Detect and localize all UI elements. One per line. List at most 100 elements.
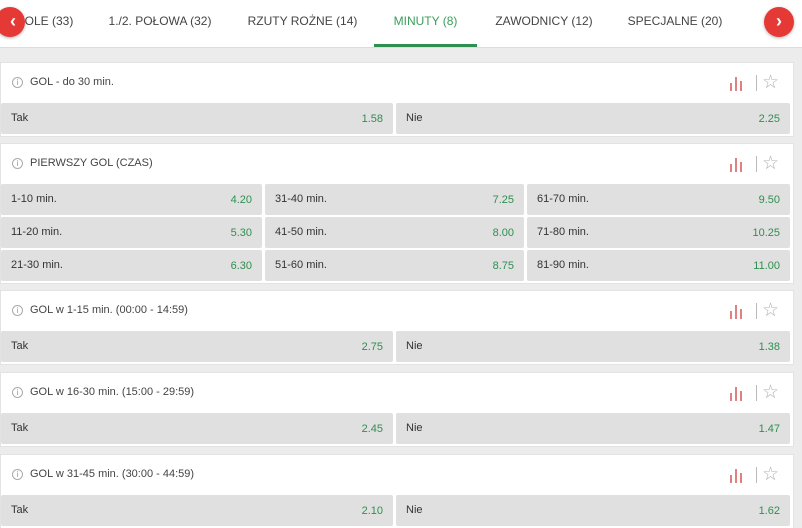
odd-button[interactable]: 41-50 min. 8.00 bbox=[265, 217, 524, 248]
odd-button[interactable]: Tak 2.10 bbox=[1, 495, 393, 526]
odd-button[interactable]: 61-70 min. 9.50 bbox=[527, 184, 790, 215]
market-header: i GOL w 16-30 min. (15:00 - 29:59) ☆ bbox=[1, 373, 793, 413]
tab-minutes[interactable]: MINUTY (8) bbox=[374, 0, 477, 47]
odd-value: 7.25 bbox=[492, 194, 514, 206]
odds-row: 21-30 min. 6.30 51-60 min. 8.75 81-90 mi… bbox=[1, 250, 793, 281]
odd-button[interactable]: Nie 1.38 bbox=[396, 331, 790, 362]
odd-label: Nie bbox=[406, 112, 423, 124]
info-icon[interactable]: i bbox=[12, 469, 23, 480]
market-goal-to-30: i GOL - do 30 min. ☆ Tak 1.58 Nie 2.25 bbox=[0, 62, 794, 137]
market-goal-1-15: i GOL w 1-15 min. (00:00 - 14:59) ☆ Tak … bbox=[0, 290, 794, 365]
star-icon[interactable]: ☆ bbox=[761, 381, 779, 403]
odd-value: 9.50 bbox=[758, 194, 780, 206]
odd-label: 11-20 min. bbox=[11, 226, 63, 238]
odd-value: 1.58 bbox=[361, 113, 383, 125]
market-header: i PIERWSZY GOL (CZAS) ☆ bbox=[1, 144, 793, 184]
tab-corners[interactable]: RZUTY ROŻNE (14) bbox=[247, 14, 358, 28]
odds-row: Tak 1.58 Nie 2.25 bbox=[1, 103, 793, 134]
odd-label: Tak bbox=[11, 340, 29, 352]
odd-value: 8.75 bbox=[492, 260, 514, 272]
info-icon[interactable]: i bbox=[12, 77, 23, 88]
info-icon[interactable]: i bbox=[12, 158, 23, 169]
market-title: GOL w 16-30 min. (15:00 - 29:59) bbox=[30, 386, 195, 398]
header-divider bbox=[756, 385, 757, 401]
market-header: i GOL - do 30 min. ☆ bbox=[1, 63, 793, 103]
market-title: GOL w 1-15 min. (00:00 - 14:59) bbox=[30, 304, 188, 316]
odd-button[interactable]: 1-10 min. 4.20 bbox=[1, 184, 262, 215]
market-title: GOL - do 30 min. bbox=[30, 76, 114, 88]
chevron-left-icon: ‹ bbox=[10, 11, 16, 31]
tab-specials[interactable]: SPECJALNE (20) bbox=[627, 14, 723, 28]
odd-value: 8.00 bbox=[492, 227, 514, 239]
header-divider bbox=[756, 75, 757, 91]
tabs-next-button[interactable]: › bbox=[764, 7, 794, 37]
odd-button[interactable]: Nie 1.47 bbox=[396, 413, 790, 444]
odds-row: Tak 2.45 Nie 1.47 bbox=[1, 413, 793, 444]
odds-row: Tak 2.75 Nie 1.38 bbox=[1, 331, 793, 362]
stats-icon[interactable] bbox=[729, 467, 745, 483]
odd-value: 1.47 bbox=[758, 423, 780, 435]
odd-value: 11.00 bbox=[753, 260, 780, 272]
stats-icon[interactable] bbox=[729, 385, 745, 401]
odd-value: 2.75 bbox=[361, 341, 383, 353]
odd-value: 5.30 bbox=[230, 227, 252, 239]
odd-button[interactable]: Tak 1.58 bbox=[1, 103, 393, 134]
odd-label: 71-80 min. bbox=[537, 226, 589, 238]
header-divider bbox=[756, 467, 757, 483]
odds-row: Tak 2.10 Nie 1.62 bbox=[1, 495, 793, 526]
odd-label: 41-50 min. bbox=[275, 226, 327, 238]
odd-label: 51-60 min. bbox=[275, 259, 327, 271]
market-goal-31-45: i GOL w 31-45 min. (30:00 - 44:59) ☆ Tak… bbox=[0, 454, 794, 528]
info-icon[interactable]: i bbox=[12, 387, 23, 398]
odd-button[interactable]: Nie 1.62 bbox=[396, 495, 790, 526]
market-title: GOL w 31-45 min. (30:00 - 44:59) bbox=[30, 468, 195, 480]
odd-label: Nie bbox=[406, 422, 423, 434]
odd-button[interactable]: 71-80 min. 10.25 bbox=[527, 217, 790, 248]
market-header: i GOL w 31-45 min. (30:00 - 44:59) ☆ bbox=[1, 455, 793, 495]
odd-label: Tak bbox=[11, 112, 29, 124]
header-divider bbox=[756, 303, 757, 319]
odd-value: 2.45 bbox=[361, 423, 383, 435]
odd-value: 1.62 bbox=[758, 505, 780, 517]
stats-icon[interactable] bbox=[729, 303, 745, 319]
tab-halves[interactable]: 1./2. POŁOWA (32) bbox=[108, 14, 212, 28]
odd-button[interactable]: Nie 2.25 bbox=[396, 103, 790, 134]
header-divider bbox=[756, 156, 757, 172]
star-icon[interactable]: ☆ bbox=[761, 299, 779, 321]
market-goal-16-30: i GOL w 16-30 min. (15:00 - 29:59) ☆ Tak… bbox=[0, 372, 794, 447]
tab-all[interactable]: OLE (33) bbox=[24, 14, 74, 28]
market-tabs-bar: OLE (33) 1./2. POŁOWA (32) RZUTY ROŻNE (… bbox=[0, 0, 802, 48]
odd-label: Tak bbox=[11, 422, 29, 434]
tab-players[interactable]: ZAWODNICY (12) bbox=[495, 14, 593, 28]
odd-value: 2.25 bbox=[758, 113, 780, 125]
stats-icon[interactable] bbox=[729, 156, 745, 172]
market-title: PIERWSZY GOL (CZAS) bbox=[30, 157, 153, 169]
star-icon[interactable]: ☆ bbox=[761, 71, 779, 93]
odd-button[interactable]: 51-60 min. 8.75 bbox=[265, 250, 524, 281]
odd-button[interactable]: 31-40 min. 7.25 bbox=[265, 184, 524, 215]
odd-label: 21-30 min. bbox=[11, 259, 63, 271]
odd-button[interactable]: 11-20 min. 5.30 bbox=[1, 217, 262, 248]
odds-row: 11-20 min. 5.30 41-50 min. 8.00 71-80 mi… bbox=[1, 217, 793, 248]
odd-button[interactable]: 21-30 min. 6.30 bbox=[1, 250, 262, 281]
odd-label: 31-40 min. bbox=[275, 193, 327, 205]
odd-value: 1.38 bbox=[758, 341, 780, 353]
odd-button[interactable]: Tak 2.75 bbox=[1, 331, 393, 362]
odd-label: Tak bbox=[11, 504, 29, 516]
odd-label: Nie bbox=[406, 504, 423, 516]
stats-icon[interactable] bbox=[729, 75, 745, 91]
market-first-goal-time: i PIERWSZY GOL (CZAS) ☆ 1-10 min. 4.20 3… bbox=[0, 143, 794, 284]
tabs-prev-button[interactable]: ‹ bbox=[0, 7, 25, 37]
star-icon[interactable]: ☆ bbox=[761, 152, 779, 174]
odd-label: Nie bbox=[406, 340, 423, 352]
odd-value: 6.30 bbox=[230, 260, 252, 272]
odd-label: 1-10 min. bbox=[11, 193, 57, 205]
star-icon[interactable]: ☆ bbox=[761, 463, 779, 485]
odd-value: 2.10 bbox=[361, 505, 383, 517]
odd-label: 61-70 min. bbox=[537, 193, 589, 205]
info-icon[interactable]: i bbox=[12, 305, 23, 316]
odd-label: 81-90 min. bbox=[537, 259, 589, 271]
odd-button[interactable]: Tak 2.45 bbox=[1, 413, 393, 444]
chevron-right-icon: › bbox=[776, 11, 782, 31]
odd-button[interactable]: 81-90 min. 11.00 bbox=[527, 250, 790, 281]
